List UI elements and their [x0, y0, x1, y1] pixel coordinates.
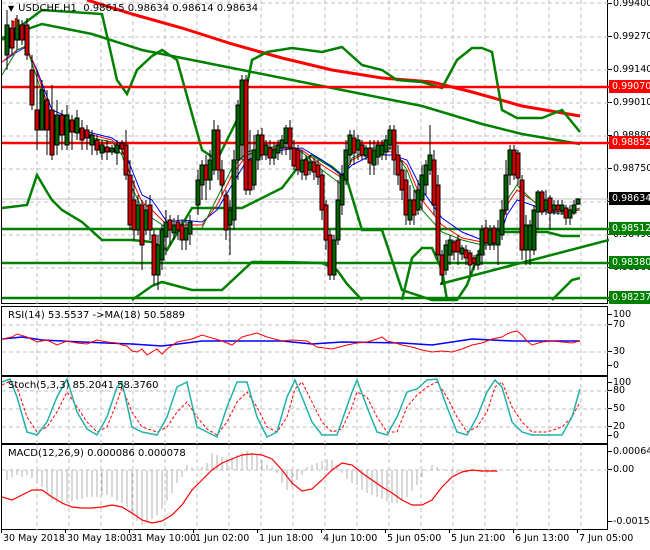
resistance-tag: 0.99070: [609, 80, 650, 93]
price-tick: 0.98880: [607, 130, 650, 141]
macd-tick: 0.00: [607, 464, 635, 475]
rsi-label: RSI(14) 53.5537 ->MA(18) 50.5889: [8, 310, 185, 321]
time-label: 5 Jun 05:00: [384, 529, 442, 544]
candlesticks: [4, 10, 581, 290]
menu-triangle-down-icon[interactable]: ▼: [8, 4, 15, 13]
time-label: 1 Jun 18:00: [256, 529, 314, 544]
support-tag: 0.98380: [609, 256, 650, 269]
symbol-timeframe: USDCHF,H1: [18, 3, 77, 14]
price-chart-canvas[interactable]: [2, 0, 609, 304]
price-tick: 0.99140: [607, 64, 650, 75]
price-tick: 0.99400: [607, 0, 650, 9]
ohlc-values: 0.98615 0.98634 0.98614 0.98634: [83, 3, 259, 14]
support-tag: 0.98237: [609, 291, 650, 304]
time-label: 1 Jun 02:00: [192, 529, 250, 544]
symbol-header: ▼ USDCHF,H1 0.98615 0.98634 0.98614 0.986…: [8, 3, 258, 14]
macd-histogram: [6, 451, 498, 525]
stoch-tick: 100: [607, 377, 632, 388]
stochastic-label: Stoch(5,3,3) 85.2041 58.3760: [8, 380, 159, 391]
time-label: 4 Jun 10:00: [320, 529, 378, 544]
stochastic-axis: 100 80 50 20 0: [607, 376, 650, 444]
time-label: 30 May 18:00: [64, 529, 133, 544]
price-axis[interactable]: 0.99400 0.99270 0.99140 0.99010 0.98880 …: [607, 0, 650, 306]
price-tick: 0.99010: [607, 97, 650, 108]
rsi-tick: 0: [607, 360, 620, 371]
rsi-canvas[interactable]: [2, 307, 609, 377]
price-tick: 0.98750: [607, 163, 650, 174]
macd-tick: -0.001524: [608, 516, 650, 527]
stochastic-canvas[interactable]: [2, 377, 609, 445]
rsi-tick: 70: [607, 319, 626, 330]
rsi-line: [2, 330, 581, 356]
resistance-tag: 0.98852: [609, 136, 650, 149]
stoch-tick: 80: [607, 385, 626, 396]
rsi-pane[interactable]: RSI(14) 53.5537 ->MA(18) 50.5889: [1, 306, 609, 377]
stoch-tick: 0: [607, 430, 620, 441]
price-chart-pane[interactable]: ▼ USDCHF,H1 0.98615 0.98634 0.98614 0.986…: [1, 0, 609, 304]
time-label: 30 May 2018: [1, 529, 65, 544]
rsi-axis: 100 70 30 0: [607, 306, 650, 376]
stoch-tick: 50: [607, 403, 626, 414]
macd-label: MACD(12,26,9) 0.000086 0.000078: [8, 448, 186, 459]
time-label: 31 May 10:00: [128, 529, 197, 544]
macd-axis: 0.000644 0.00 -0.001524: [607, 444, 650, 530]
support-tag: 0.98512: [609, 222, 650, 235]
stoch-k-line: [2, 377, 581, 439]
outer-lower-band-line-3: [551, 276, 581, 301]
stoch-tick: 20: [607, 421, 626, 432]
macd-signal-line: [2, 453, 497, 524]
macd-canvas[interactable]: [2, 445, 609, 531]
rsi-tick: 30: [607, 346, 626, 357]
macd-tick: 0.000644: [607, 446, 650, 457]
ma-200-line: [86, 0, 581, 118]
price-tick: 0.99270: [607, 31, 650, 42]
stochastic-pane[interactable]: Stoch(5,3,3) 85.2041 58.3760: [1, 376, 609, 445]
time-label: 7 Jun 05:00: [576, 529, 634, 544]
rsi-tick: 100: [607, 309, 632, 320]
time-label: 6 Jun 13:00: [512, 529, 570, 544]
stoch-d-line: [2, 380, 581, 436]
ascending-trendline: [439, 238, 609, 286]
current-price-tag: 0.98634: [609, 192, 650, 205]
chart-type-bars-icon: [12, 18, 17, 27]
ma-100-line: [2, 22, 581, 146]
time-axis[interactable]: 30 May 2018 30 May 18:00 31 May 10:00 1 …: [0, 529, 650, 550]
upper-band-line: [2, 8, 581, 162]
macd-pane[interactable]: MACD(12,26,9) 0.000086 0.000078: [1, 444, 609, 531]
time-label: 5 Jun 21:00: [448, 529, 506, 544]
